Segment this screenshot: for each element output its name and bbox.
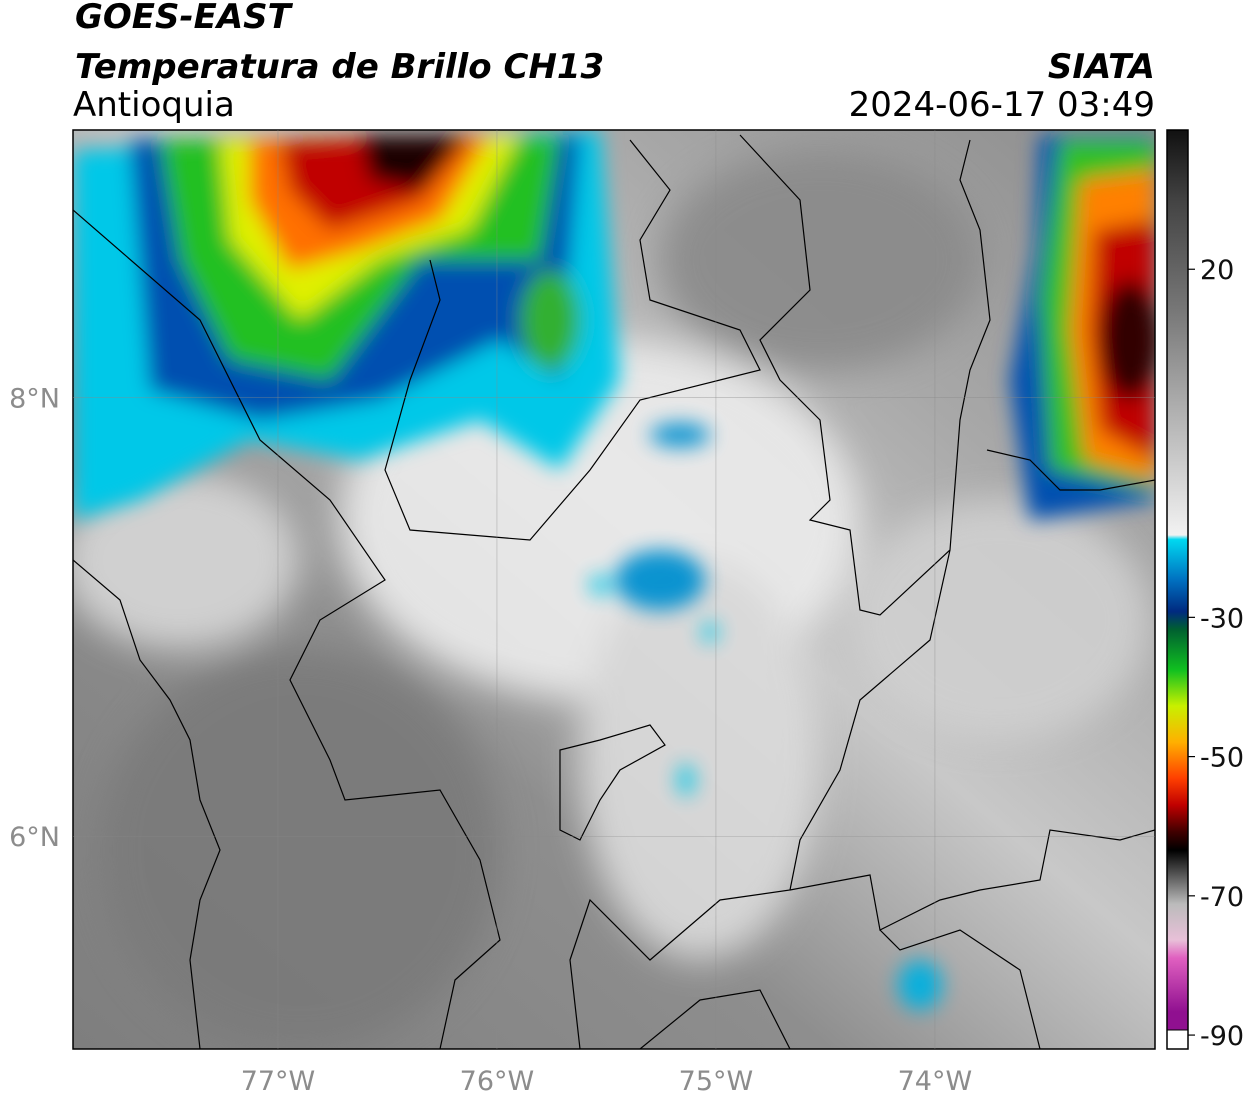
borders [73, 134, 1155, 1049]
colorbar-frame [1166, 129, 1189, 1050]
map-frame [72, 129, 1156, 1050]
datetime: 2024-06-17 03:49 [849, 85, 1155, 125]
colorbar-tick-label: -70 [1200, 882, 1244, 913]
region: Antioquia [73, 85, 235, 125]
colorbar-tick-label: -30 [1200, 603, 1244, 634]
colorbar-under [1166, 1029, 1189, 1050]
y-tick-label: 6°N [9, 822, 60, 853]
x-tick-label: 75°W [679, 1066, 754, 1097]
x-tick-label: 77°W [241, 1066, 316, 1097]
satellite-image [73, 130, 1155, 1049]
x-tick-label: 76°W [460, 1066, 535, 1097]
x-tick-label: 74°W [898, 1066, 973, 1097]
subtitle: Temperatura de Brillo CH13 [75, 47, 604, 87]
colorbar-tick-label: 20 [1200, 255, 1234, 286]
source: SIATA [1048, 47, 1155, 87]
title: GOES-EAST [75, 0, 294, 37]
colorbar [1167, 130, 1188, 1030]
axes: 77°W 76°W 75°W 74°W 8°N 6°N 20 -30 -50 -70 -90 [9, 130, 1244, 1097]
colorbar-tick-label: -50 [1200, 743, 1244, 774]
colorbar-tick-label: -90 [1200, 1021, 1244, 1052]
y-tick-label: 8°N [9, 384, 60, 415]
